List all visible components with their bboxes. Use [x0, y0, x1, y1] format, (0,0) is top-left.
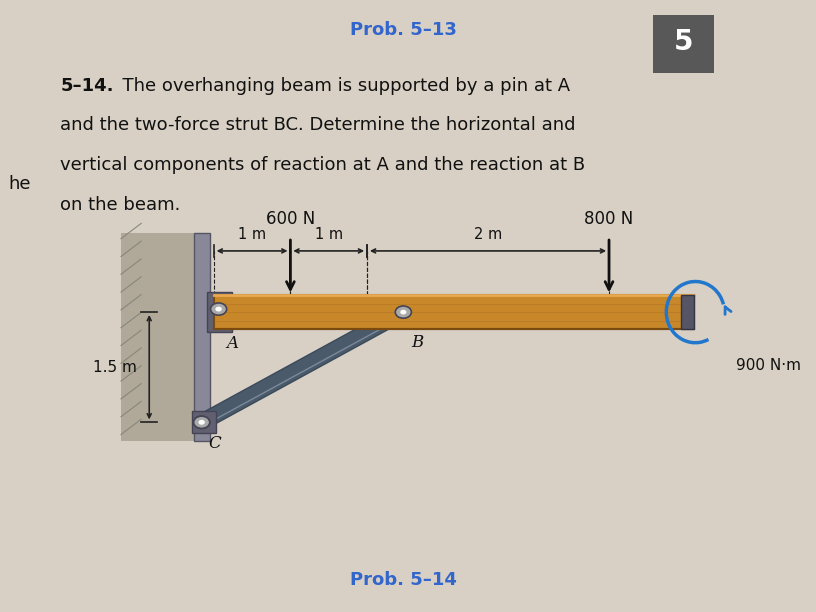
Circle shape	[395, 306, 411, 318]
Polygon shape	[196, 306, 409, 428]
Circle shape	[198, 420, 205, 425]
Circle shape	[193, 416, 210, 428]
Text: Prob. 5–14: Prob. 5–14	[350, 571, 457, 589]
Text: 5–14.: 5–14.	[60, 76, 114, 94]
Text: on the beam.: on the beam.	[60, 196, 181, 214]
FancyBboxPatch shape	[121, 233, 193, 441]
Text: he: he	[8, 174, 30, 193]
Text: 2 m: 2 m	[474, 226, 502, 242]
Text: 5: 5	[674, 28, 694, 56]
Text: The overhanging beam is supported by a pin at A: The overhanging beam is supported by a p…	[110, 76, 570, 94]
Text: B: B	[411, 334, 424, 351]
Text: C: C	[208, 435, 221, 452]
Text: 600 N: 600 N	[266, 210, 315, 228]
Text: A: A	[226, 335, 237, 352]
Circle shape	[215, 307, 222, 312]
Text: and the two-force strut BC. Determine the horizontal and: and the two-force strut BC. Determine th…	[60, 116, 576, 134]
Text: 1 m: 1 m	[238, 226, 266, 242]
FancyBboxPatch shape	[214, 296, 694, 329]
FancyBboxPatch shape	[681, 296, 694, 329]
Circle shape	[193, 416, 210, 428]
Circle shape	[401, 310, 406, 315]
FancyBboxPatch shape	[192, 411, 216, 433]
Circle shape	[198, 420, 205, 425]
FancyBboxPatch shape	[207, 293, 232, 332]
Text: Prob. 5–13: Prob. 5–13	[350, 21, 457, 39]
Text: 1.5 m: 1.5 m	[93, 360, 137, 375]
FancyBboxPatch shape	[654, 15, 714, 73]
Text: 800 N: 800 N	[584, 210, 634, 228]
FancyBboxPatch shape	[193, 233, 210, 441]
Text: 1 m: 1 m	[315, 226, 343, 242]
Text: vertical components of reaction at A and the reaction at B: vertical components of reaction at A and…	[60, 156, 586, 174]
Text: 900 N·m: 900 N·m	[736, 358, 800, 373]
Circle shape	[211, 303, 227, 315]
